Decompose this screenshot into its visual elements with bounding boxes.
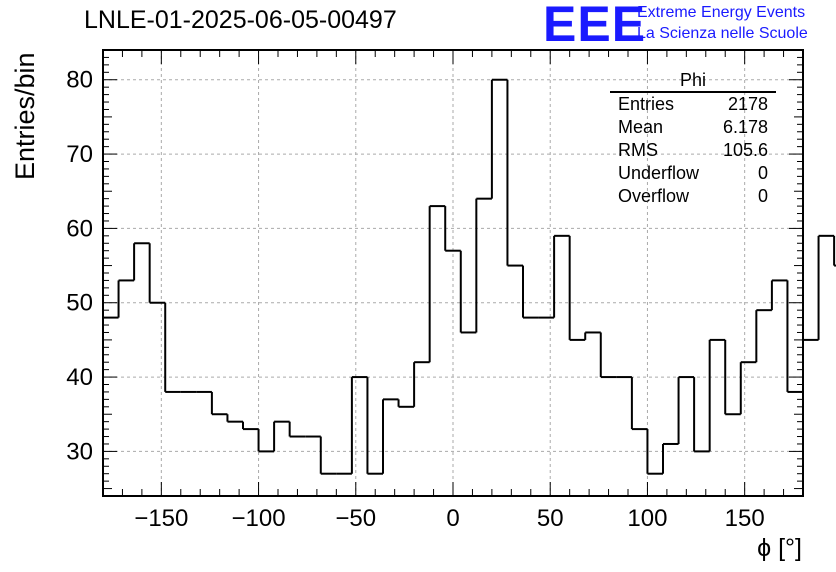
stats-value: 2178	[727, 94, 768, 114]
x-tick-label: −50	[335, 505, 376, 532]
y-tick-label: 60	[66, 215, 93, 242]
stats-box: Phi Entries 2178 Mean 6.178 RMS 105.6 Un…	[610, 69, 776, 208]
stats-label: Overflow	[618, 186, 690, 206]
x-axis-label: ϕ [°]	[757, 534, 802, 562]
stats-row-underflow: Underflow 0	[610, 162, 776, 185]
x-tick-label: 0	[446, 505, 459, 532]
eee-logo: EEE	[543, 0, 647, 52]
stats-row-entries: Entries 2178	[610, 93, 776, 116]
stats-value: 6.178	[722, 117, 768, 137]
stats-label: Entries	[618, 94, 675, 114]
grid-lines	[103, 50, 803, 496]
y-tick-label: 70	[66, 141, 93, 168]
x-tick-label: −100	[232, 505, 286, 532]
plot-frame	[102, 49, 804, 497]
stats-label: Mean	[618, 117, 664, 137]
stats-row-overflow: Overflow 0	[610, 185, 776, 208]
y-tick-label: 40	[66, 364, 93, 391]
stats-title: Phi	[610, 69, 776, 93]
stats-label: RMS	[618, 140, 658, 160]
stats-value: 105.6	[722, 140, 768, 160]
y-tick-label: 80	[66, 67, 93, 94]
stats-value: 0	[757, 186, 768, 206]
x-tick-label: −150	[134, 505, 188, 532]
y-axis-label: Entries/bin	[10, 52, 40, 180]
stats-label: Underflow	[618, 163, 700, 183]
histogram-series	[103, 78, 836, 475]
x-tick-label: 100	[627, 505, 667, 532]
stats-row-mean: Mean 6.178	[610, 116, 776, 139]
chart-title: LNLE-01-2025-06-05-00497	[84, 6, 397, 34]
x-tick-label: 50	[537, 505, 564, 532]
y-tick-label: 50	[66, 290, 93, 317]
logo-line-2: La Scienza nelle Scuole	[637, 25, 808, 42]
stats-value: 0	[757, 163, 768, 183]
x-tick-label: 150	[725, 505, 765, 532]
y-tick-label: 30	[66, 438, 93, 465]
logo-line-1: Extreme Energy Events	[637, 4, 806, 21]
stats-row-rms: RMS 105.6	[610, 139, 776, 162]
tick-labels: −150 −100 −50 0 50 100 150 30 40 50 60 70 80	[66, 67, 764, 532]
